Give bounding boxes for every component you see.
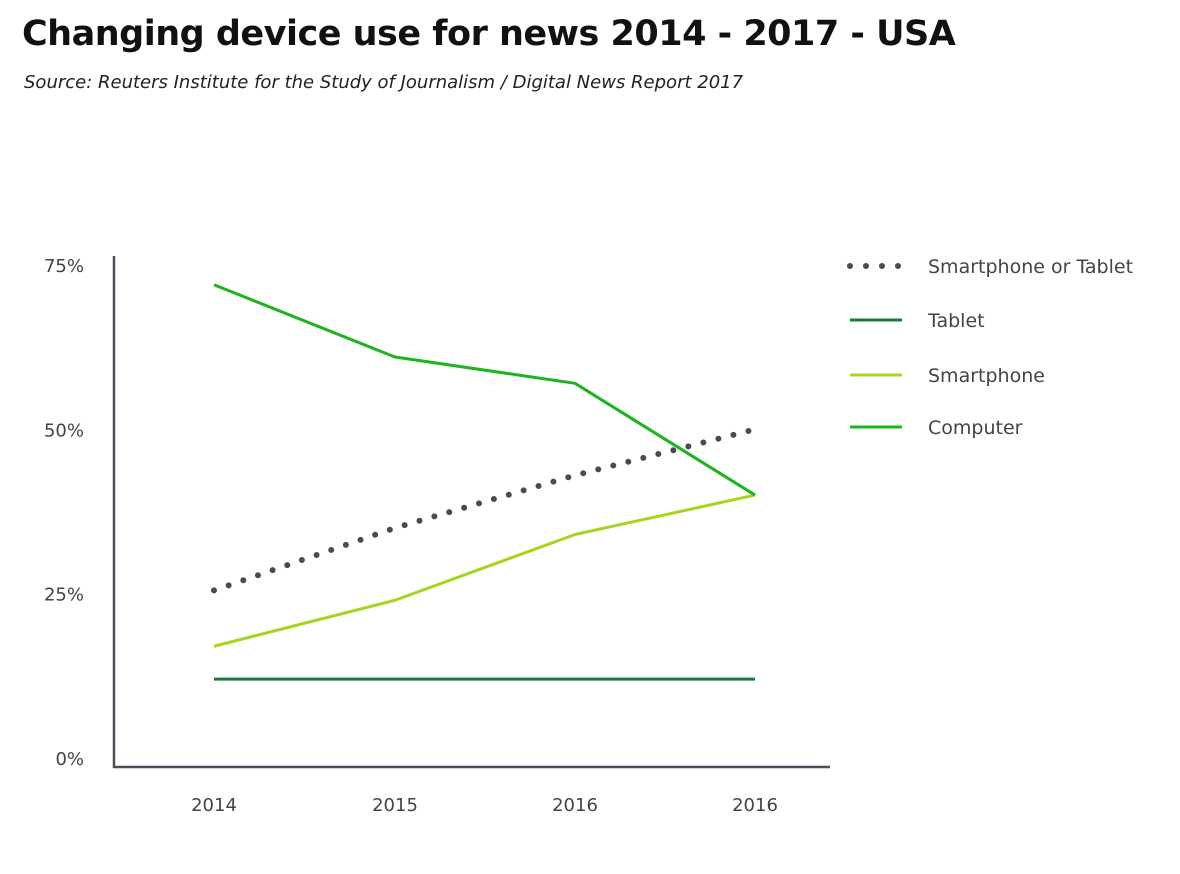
x-tick-label: 2015 bbox=[372, 795, 418, 816]
legend-label: Tablet bbox=[927, 310, 985, 332]
y-tick-label: 25% bbox=[44, 585, 84, 606]
legend-label: Smartphone bbox=[928, 365, 1045, 387]
chart-subtitle: Source: Reuters Institute for the Study … bbox=[24, 72, 744, 93]
y-tick-label: 50% bbox=[44, 420, 84, 441]
legend-label: Smartphone or Tablet bbox=[928, 256, 1133, 278]
y-tick-label: 0% bbox=[55, 749, 84, 770]
chart-title: Changing device use for news 2014 - 2017… bbox=[22, 14, 956, 54]
x-tick-label: 2016 bbox=[732, 795, 778, 816]
y-tick-label: 75% bbox=[44, 256, 84, 277]
legend-label: Computer bbox=[928, 417, 1023, 439]
series-line-smartphone bbox=[213, 493, 756, 648]
x-tick-label: 2016 bbox=[552, 795, 598, 816]
x-tick-label: 2014 bbox=[191, 795, 237, 816]
series-line-smartphone-or-tablet bbox=[211, 426, 758, 594]
series-line-computer bbox=[213, 283, 756, 497]
